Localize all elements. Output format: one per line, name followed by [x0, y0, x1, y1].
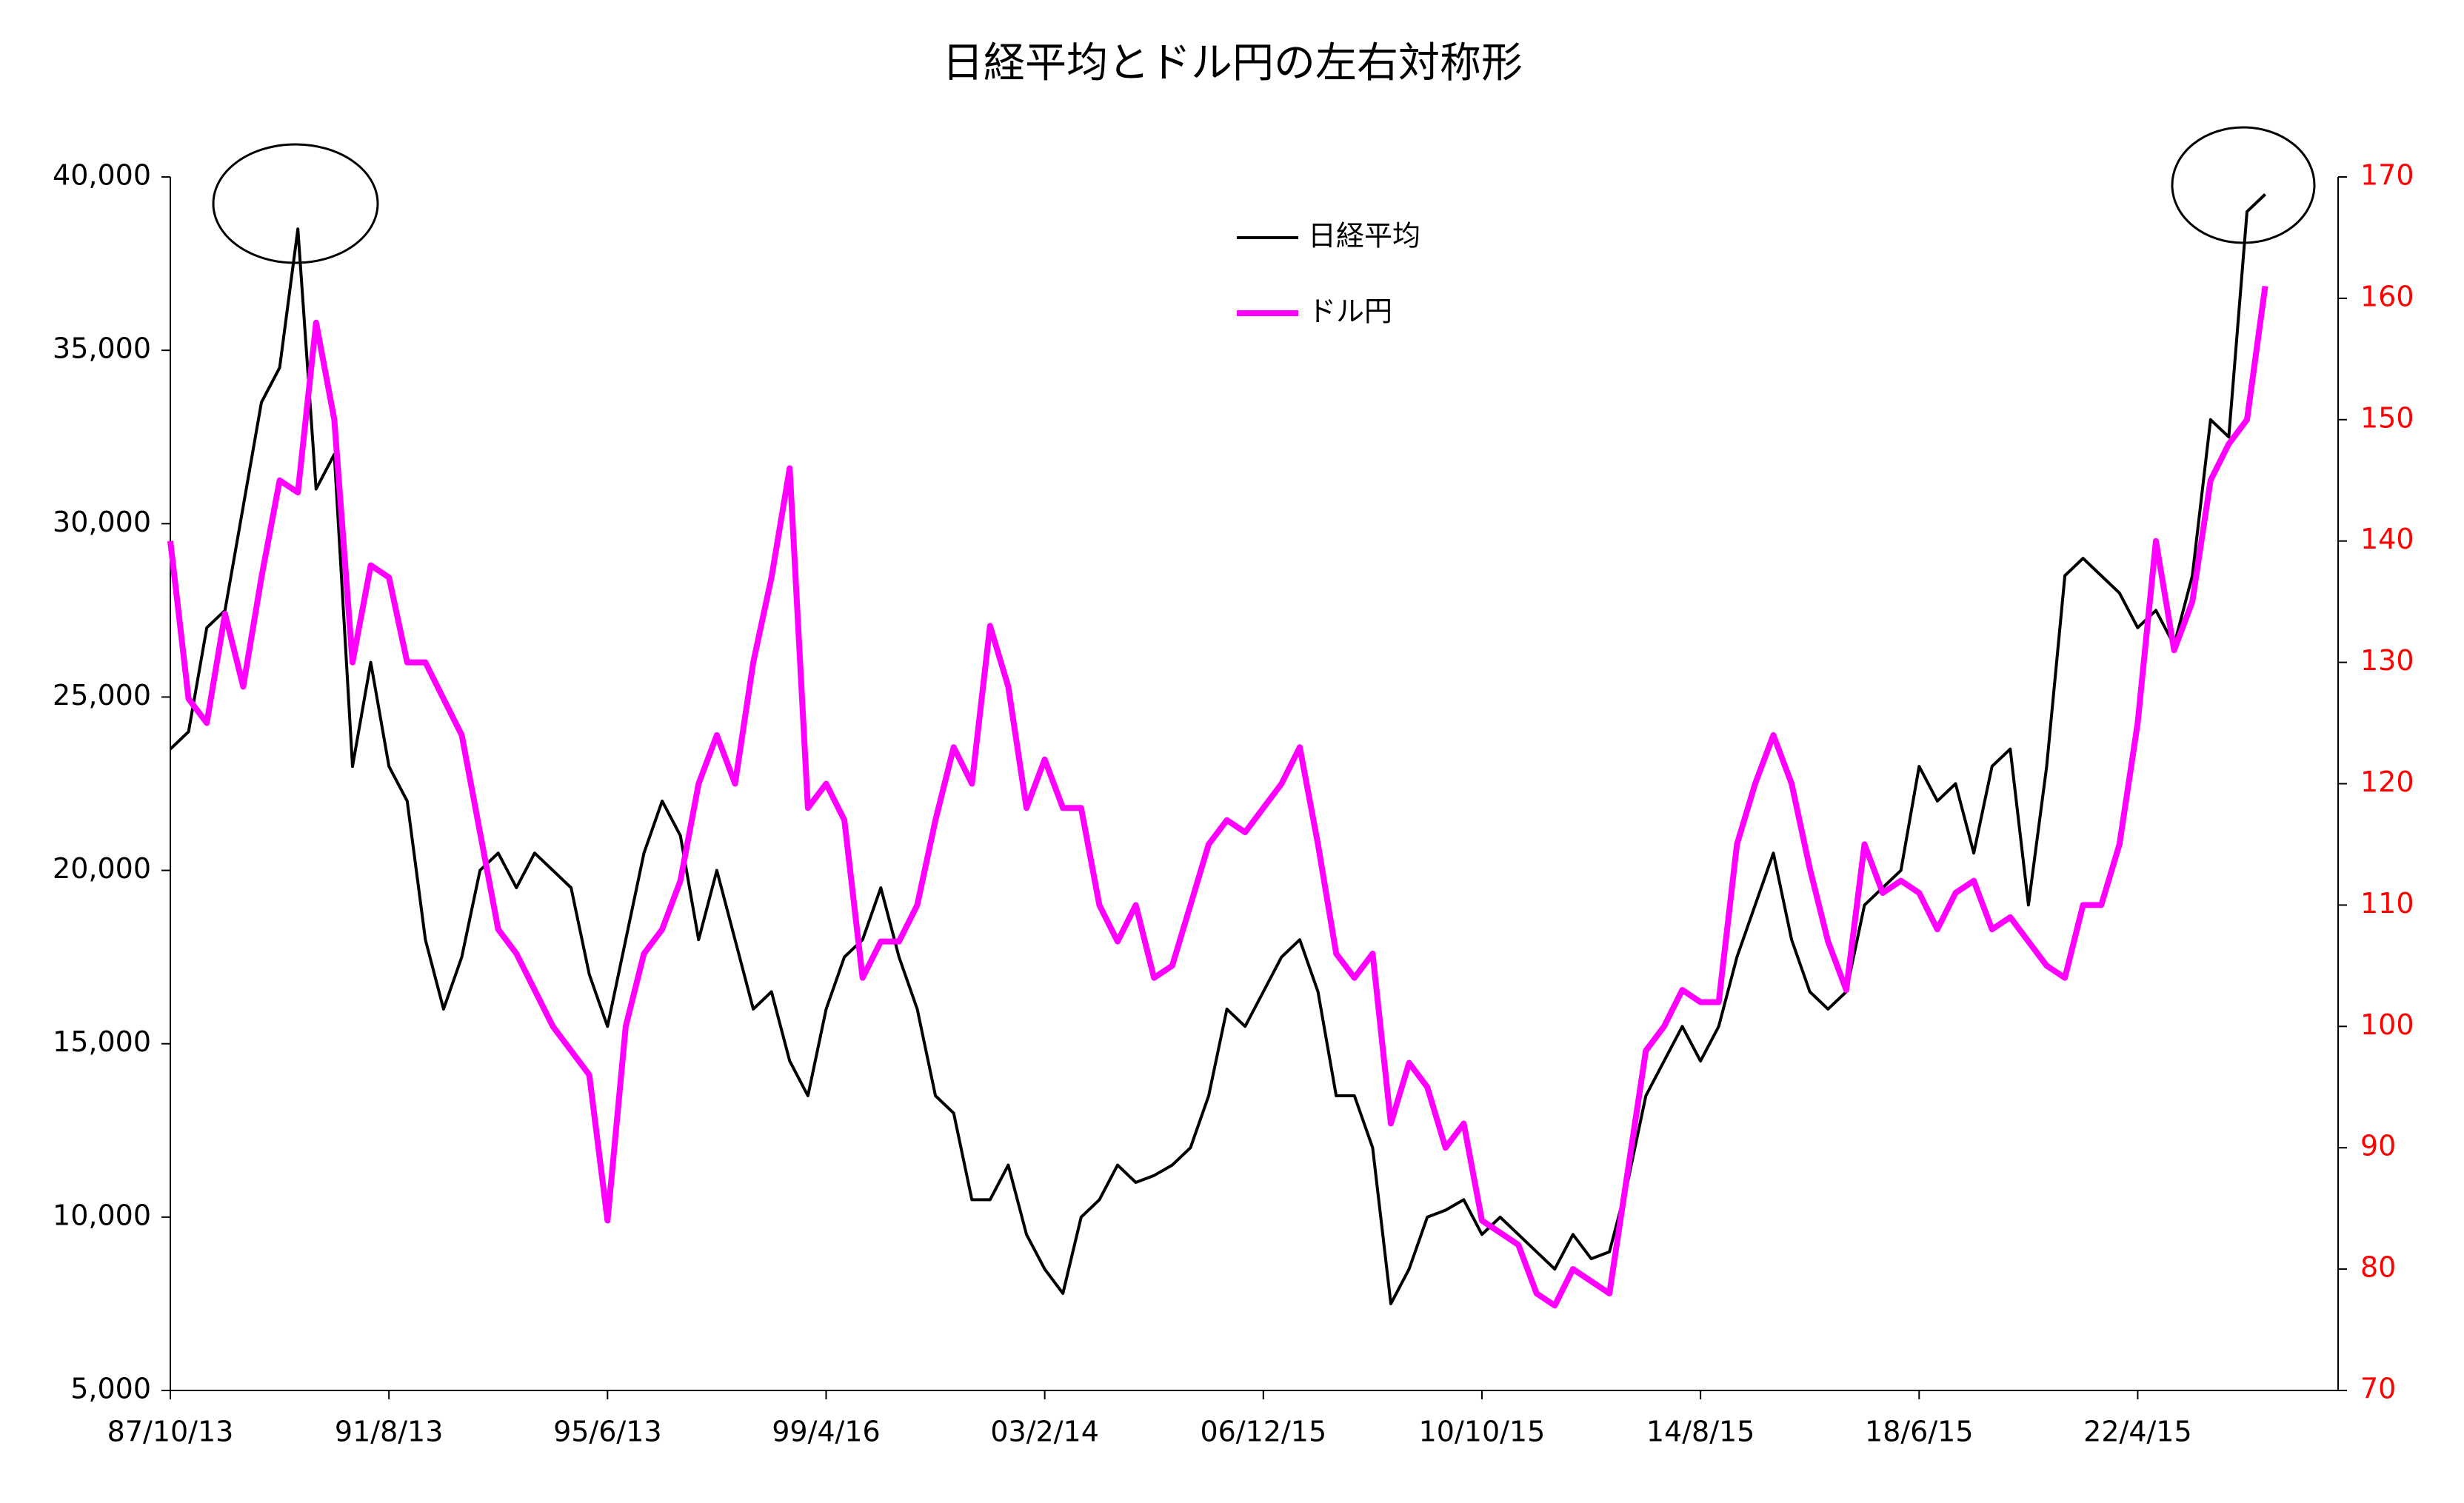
y-tick-label: 10,000 [53, 1199, 151, 1231]
y-tick-label: 20,000 [53, 852, 151, 885]
x-tick-label: 10/10/15 [1419, 1416, 1546, 1448]
series-line [167, 285, 2268, 1309]
y2-tick-label: 150 [2360, 401, 2414, 434]
y2-tick-label: 130 [2360, 644, 2414, 677]
chart-title: 日経平均とドル円の左右対称形 [942, 39, 1523, 87]
y2-tick-label: 90 [2360, 1130, 2396, 1162]
x-tick-label: 99/4/16 [772, 1416, 881, 1448]
x-tick-label: 06/12/15 [1200, 1416, 1326, 1448]
y2-tick-label: 110 [2360, 887, 2414, 920]
y-tick-label: 40,000 [53, 159, 151, 192]
y2-tick-label: 140 [2360, 523, 2414, 555]
x-tick-label: 22/4/15 [2083, 1416, 2192, 1448]
x-tick-label: 95/6/13 [553, 1416, 662, 1448]
y-tick-label: 35,000 [53, 332, 151, 365]
y-tick-label: 25,000 [53, 679, 151, 712]
y-tick-label: 30,000 [53, 506, 151, 538]
legend-label: 日経平均 [1308, 220, 1420, 252]
x-tick-label: 18/6/15 [1865, 1416, 1974, 1448]
highlight-circle [212, 143, 379, 264]
highlight-circle [2171, 126, 2316, 244]
y2-tick-label: 170 [2360, 159, 2414, 192]
y2-tick-label: 80 [2360, 1251, 2396, 1284]
x-tick-label: 14/8/15 [1646, 1416, 1755, 1448]
x-tick-label: 03/2/14 [990, 1416, 1099, 1448]
legend-label: ドル円 [1308, 295, 1392, 328]
series-line [169, 193, 2266, 1305]
y2-tick-label: 70 [2360, 1373, 2396, 1405]
y-tick-label: 15,000 [53, 1025, 151, 1058]
x-tick-label: 91/8/13 [335, 1416, 444, 1448]
y2-tick-label: 100 [2360, 1008, 2414, 1041]
x-tick-label: 87/10/13 [107, 1416, 234, 1448]
y-tick-label: 5,000 [70, 1373, 151, 1405]
y2-tick-label: 120 [2360, 766, 2414, 798]
y2-tick-label: 160 [2360, 280, 2414, 312]
